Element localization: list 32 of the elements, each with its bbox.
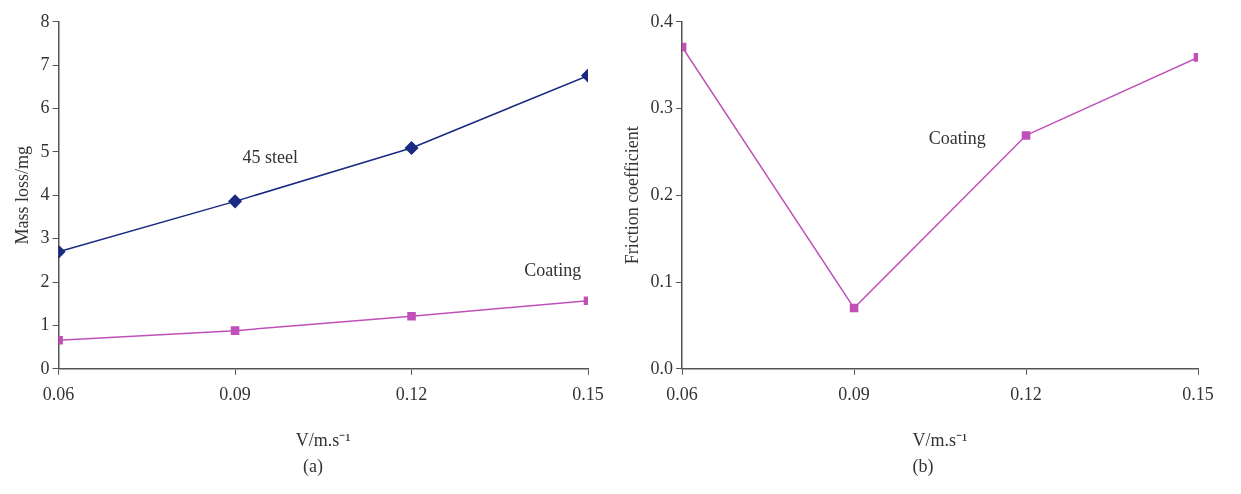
y-tick-label: 6 <box>40 97 50 118</box>
x-tick-label: 0.12 <box>395 384 428 405</box>
y-tick-label: 0.1 <box>650 270 674 291</box>
x-axis-title: V/m.s⁻¹ <box>295 429 351 450</box>
y-tick-label: 0.0 <box>650 357 674 378</box>
text: (a) <box>302 456 324 477</box>
y-tick-label: 5 <box>40 140 50 161</box>
y-tick-label: 7 <box>40 53 50 74</box>
y-axis-title: Mass loss/mg <box>11 146 32 245</box>
y-tick-label: 2 <box>40 270 50 291</box>
y-tick-label: 0.3 <box>650 97 674 118</box>
y-tick-label: 4 <box>40 184 50 205</box>
x-tick-label: 0.15 <box>572 384 604 405</box>
y-tick-label: 1 <box>40 314 50 335</box>
y-tick-label: 0 <box>40 357 50 378</box>
x-tick-label: 0.09 <box>838 384 870 405</box>
series-label: Coating <box>524 259 582 280</box>
text: (b) <box>911 456 935 477</box>
x-tick-label: 0.06 <box>666 384 698 405</box>
y-tick-label: 0.2 <box>650 184 674 205</box>
point <box>407 312 416 321</box>
series-label: 45 steel <box>242 146 299 167</box>
x-tick-label: 0.06 <box>42 384 75 405</box>
y-tick-label: 8 <box>40 10 50 31</box>
x-tick-label: 0.12 <box>1010 384 1042 405</box>
x-tick-label: 0.15 <box>1182 384 1214 405</box>
series-label: Coating <box>928 128 986 149</box>
x-tick-label: 0.09 <box>219 384 251 405</box>
y-axis-title: Friction coefficient <box>621 126 642 265</box>
x-axis-title: V/m.s⁻¹ <box>912 429 968 450</box>
y-tick-label: 3 <box>40 227 50 248</box>
y-tick-label: 0.4 <box>650 10 674 31</box>
